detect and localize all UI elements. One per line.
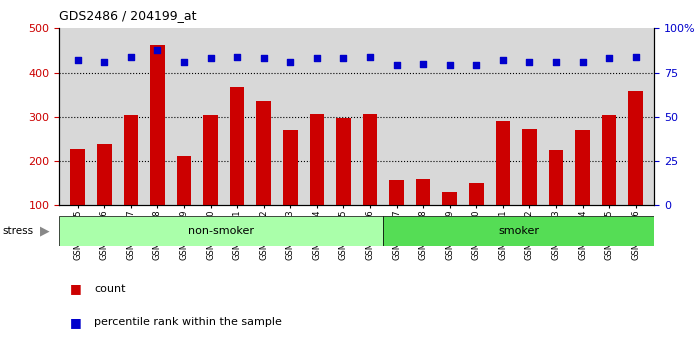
Bar [575, 130, 590, 205]
Bar [70, 149, 85, 205]
Point [72, 57, 84, 63]
Point [232, 54, 243, 59]
Point [178, 59, 189, 65]
Bar [124, 115, 139, 205]
Bar [443, 192, 457, 205]
Point [470, 63, 482, 68]
Point [524, 59, 535, 65]
Bar [336, 118, 351, 205]
Text: ▶: ▶ [40, 224, 50, 237]
Bar [383, 216, 654, 246]
Point [418, 61, 429, 67]
Bar [283, 130, 298, 205]
Text: non-smoker: non-smoker [188, 226, 254, 236]
Point [338, 56, 349, 61]
Point [603, 56, 615, 61]
Text: ■: ■ [70, 316, 81, 329]
Bar [628, 91, 643, 205]
Bar [150, 45, 165, 205]
Bar [97, 144, 111, 205]
Point [391, 63, 402, 68]
Bar [59, 216, 383, 246]
Point [125, 54, 136, 59]
Bar [548, 150, 563, 205]
Point [551, 59, 562, 65]
Bar [602, 115, 617, 205]
Point [152, 47, 163, 52]
Bar [389, 180, 404, 205]
Bar [310, 114, 324, 205]
Bar [363, 114, 377, 205]
Point [99, 59, 110, 65]
Bar [256, 101, 271, 205]
Text: smoker: smoker [498, 226, 539, 236]
Point [311, 56, 322, 61]
Text: stress: stress [2, 226, 33, 236]
Point [285, 59, 296, 65]
Point [630, 54, 641, 59]
Bar [203, 115, 218, 205]
Text: ■: ■ [70, 282, 81, 295]
Bar [416, 179, 430, 205]
Point [258, 56, 269, 61]
Point [444, 63, 455, 68]
Point [577, 59, 588, 65]
Text: percentile rank within the sample: percentile rank within the sample [94, 317, 282, 327]
Point [365, 54, 376, 59]
Bar [177, 156, 191, 205]
Bar [469, 183, 484, 205]
Text: count: count [94, 284, 125, 293]
Point [205, 56, 216, 61]
Point [497, 57, 508, 63]
Bar [522, 129, 537, 205]
Text: GDS2486 / 204199_at: GDS2486 / 204199_at [59, 9, 197, 22]
Bar [230, 87, 244, 205]
Bar [496, 121, 510, 205]
